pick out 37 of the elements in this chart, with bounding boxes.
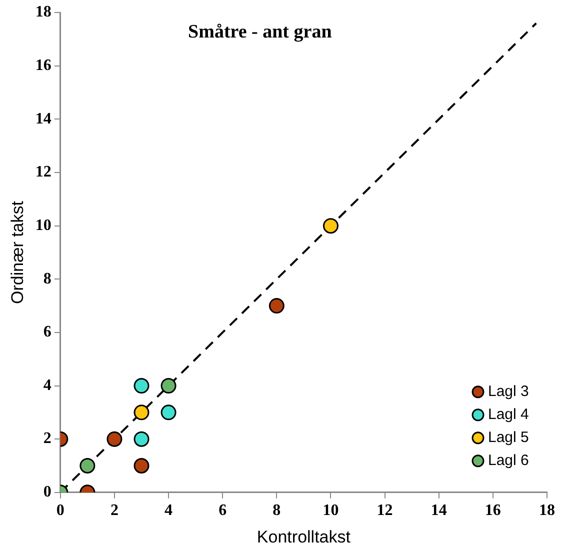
x-tick-label: 6 <box>218 502 227 520</box>
point <box>134 378 150 394</box>
x-tick-label: 14 <box>430 502 447 520</box>
x-tick-label: 18 <box>539 502 555 520</box>
point <box>106 431 122 447</box>
legend-label: Lagl 4 <box>488 406 529 424</box>
y-axis-title: Ordinær takst <box>8 200 27 304</box>
point <box>322 218 338 234</box>
y-tick-label: 10 <box>35 216 52 234</box>
point <box>268 298 284 314</box>
y-tick-label: 12 <box>35 164 52 181</box>
x-tick-label: 16 <box>484 502 501 520</box>
y-tick-label: 18 <box>35 4 52 21</box>
point <box>134 458 150 474</box>
legend-label: Lagl 3 <box>488 383 529 400</box>
x-tick-label: 8 <box>272 502 281 520</box>
y-tick-label: 8 <box>43 270 52 288</box>
y-tick-label: 4 <box>43 376 52 394</box>
point <box>160 404 176 420</box>
x-tick-label: 10 <box>322 502 339 520</box>
legend-label: Lagl 5 <box>488 429 529 446</box>
point <box>80 458 96 474</box>
point <box>160 378 176 394</box>
y-tick-label: 16 <box>35 57 52 74</box>
text: Småtre - ant gran <box>188 22 332 43</box>
point <box>134 404 150 420</box>
y-tick-label: 0 <box>43 484 52 501</box>
x-tick-label: 0 <box>56 502 64 520</box>
x-axis-title: Kontrolltakst <box>256 527 351 546</box>
y-tick-label: 6 <box>43 324 52 341</box>
point <box>134 431 150 447</box>
x-tick-label: 4 <box>164 502 173 520</box>
x-tick-label: 12 <box>376 502 393 520</box>
y-tick-label: 2 <box>43 430 52 448</box>
x-tick-label: 2 <box>110 502 118 520</box>
y-tick-label: 14 <box>35 110 52 128</box>
legend-label: Lagl 6 <box>488 452 529 470</box>
